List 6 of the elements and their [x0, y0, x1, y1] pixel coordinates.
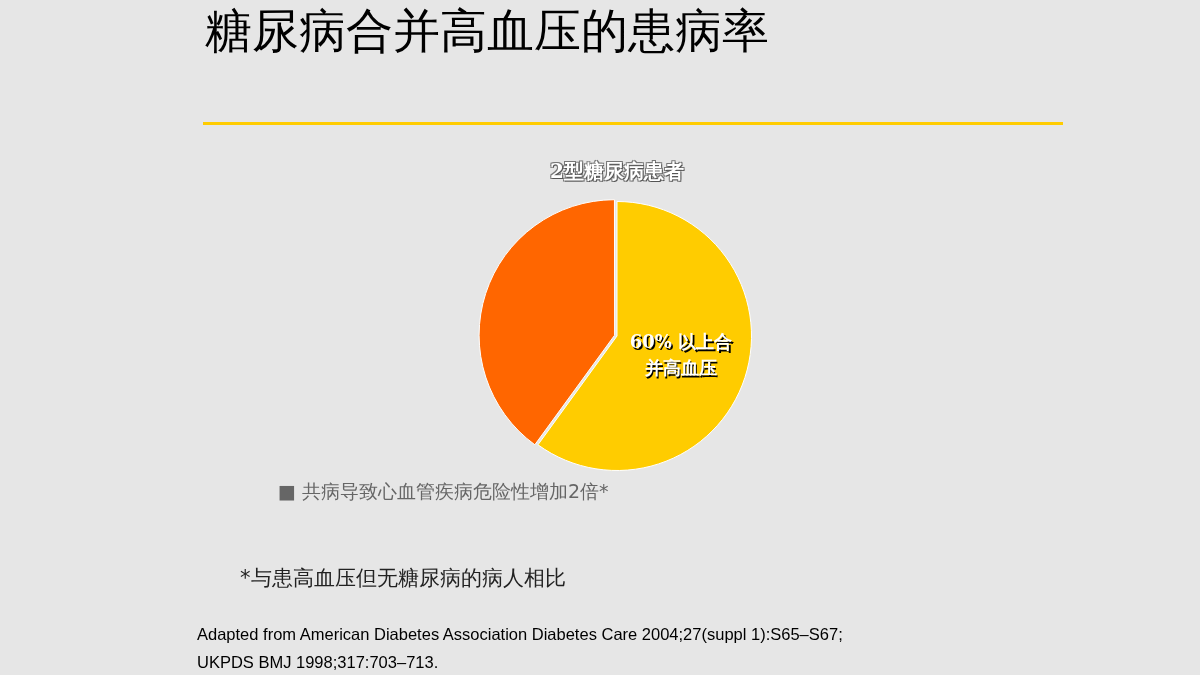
- slice-label: 60% 以上合并高血压: [629, 331, 733, 379]
- text: ■ 共病导致心血管疾病危险性增加2倍*: [278, 479, 609, 504]
- text: *与患高血压但无糖尿病的病人相比: [240, 565, 566, 592]
- chart-title: 糖尿病合并高血压的患病率: [205, 3, 769, 59]
- chart-subtitle: 2型糖尿病患者: [549, 158, 686, 185]
- text: Adapted from American Diabetes Association Diabetes Care 2004;27(suppl 1):S65–S67; UKPDS BMJ 1998;317:703–713.: [197, 624, 844, 673]
